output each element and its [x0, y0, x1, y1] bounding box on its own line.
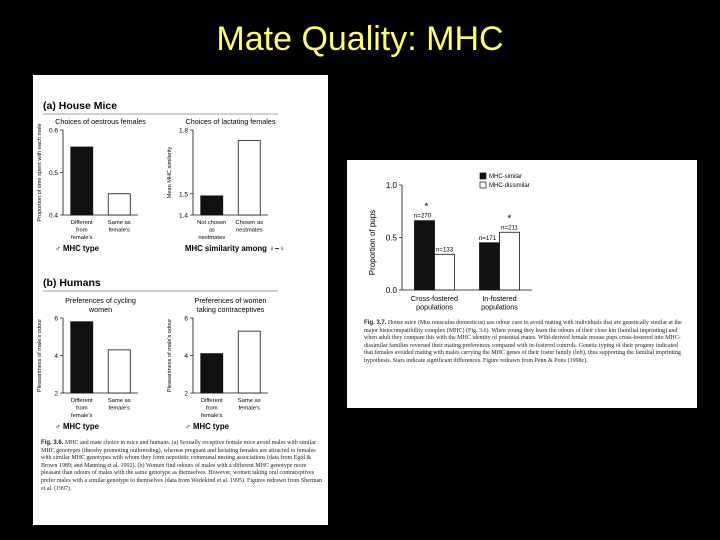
category-label: Cross-fostered [411, 294, 458, 303]
category-label: Different [201, 398, 223, 404]
y-axis-label: Pleasantness of male's odour [37, 319, 43, 392]
y-tick-label: 1.8 [179, 128, 188, 135]
category-label: Chosen as [235, 220, 263, 226]
group-label: ♂ MHC type [185, 422, 230, 431]
category-label: In-fostered [482, 294, 516, 303]
legend-label: MHC-similar [489, 174, 522, 180]
significance-star: * [508, 213, 512, 224]
chart-title: Preferences of women [195, 296, 267, 305]
legend-label: MHC-dissimilar [489, 183, 530, 189]
chart-title: women [88, 305, 112, 314]
bar-mhc-dissimilar [434, 253, 455, 291]
y-tick-label: 4 [184, 353, 188, 360]
panel-a-label: (a) House Mice [43, 100, 117, 112]
category-label: Different [71, 398, 93, 404]
y-tick-label: 2 [54, 391, 58, 398]
bar-same [107, 193, 131, 216]
y-tick-label: 0.5 [49, 170, 58, 177]
right-figure-svg: 0.0 0.5 1.0 Proportion of pups n=270 n=133 * Cr… [368, 172, 532, 312]
y-axis-label: Pleasantness of male's odour [167, 319, 173, 392]
category-label: as [209, 228, 215, 234]
category-label: from [76, 406, 88, 412]
legend-swatch [479, 181, 487, 189]
right-caption-text: House mice (Mus musculus domesticus) use… [364, 320, 682, 364]
y-tick-label: 0.6 [49, 128, 58, 135]
bar-mhc-similar [414, 220, 435, 291]
bar-different [70, 321, 94, 394]
chart-title: Choices of lactating females [186, 117, 276, 126]
category-label: Same as [108, 398, 131, 404]
category-label: from [76, 228, 88, 234]
y-tick-label: 1.4 [179, 213, 188, 220]
left-caption-text: MHC and mate choice in mice and humans. … [41, 440, 323, 492]
chart-mice-lactating: Choices of lactating females 1.4 1.5 1.8 Mea… [167, 117, 285, 253]
category-label: populations [481, 303, 518, 312]
y-tick-label: 2 [184, 391, 188, 398]
category-label: nestmates [198, 235, 225, 241]
bar-mhc-dissimilar [499, 231, 520, 291]
sample-size-label: n=270 [414, 213, 432, 220]
bar-same [237, 140, 261, 216]
category-label: Same as [238, 398, 261, 404]
sample-size-label: n=133 [436, 246, 454, 253]
right-figure-page: 0.0 0.5 1.0 Proportion of pups n=270 n=133 * Cr… [347, 160, 697, 408]
category-label: Same as [108, 220, 131, 226]
y-axis-label: Mean MHC similarity [167, 147, 173, 199]
group-label: MHC similarity among ♀–♀ [185, 244, 285, 253]
category-label: female's [239, 406, 261, 412]
y-tick-label: 1.0 [386, 181, 398, 190]
y-tick-label: 1.5 [179, 191, 188, 198]
y-tick-label: 4 [54, 353, 58, 360]
y-axis-label: Proportion of pups [368, 210, 377, 275]
y-tick-label: 0.5 [386, 234, 398, 243]
chart-mice-fostering: 0.0 0.5 1.0 Proportion of pups n=270 n=133 * Cr… [368, 172, 532, 312]
category-label: populations [416, 303, 453, 312]
category-label: female's [109, 406, 131, 412]
left-caption-label: Fig. 3.6. [41, 440, 64, 446]
right-figure-caption: Fig. 3.7. House mice (Mus musculus domes… [364, 320, 686, 366]
left-figure-page: (a) House Mice (b) Humans Choices of oes… [33, 75, 328, 525]
legend-swatch [479, 172, 487, 180]
chart-mice-oestrous: Choices of oestrous females 0.4 0.5 0.6 Prop… [37, 117, 146, 253]
sample-size-label: n=171 [479, 235, 497, 242]
bar-different [200, 353, 224, 394]
slide-title: Mate Quality: MHC [216, 20, 504, 58]
category-label: Different [71, 220, 93, 226]
category-label: Not chosen [197, 220, 226, 226]
category-label: from [206, 406, 218, 412]
group-label: ♂ MHC type [55, 422, 100, 431]
y-tick-label: 6 [184, 316, 188, 323]
bar-different [200, 195, 224, 216]
left-figure-caption: Fig. 3.6. MHC and mate choice in mice an… [41, 440, 323, 493]
chart-title: taking contraceptives [197, 305, 265, 314]
chart-title: Choices of oestrous females [55, 117, 146, 126]
panel-b-label: (b) Humans [43, 277, 101, 289]
bar-same [237, 330, 261, 394]
category-label: female's [71, 235, 93, 241]
group-label: ♂ MHC type [55, 244, 100, 253]
chart-title: Preferences of cycling [65, 296, 136, 305]
bar-different [70, 146, 94, 216]
sample-size-label: n=211 [501, 224, 518, 231]
category-label: female's [201, 413, 223, 419]
category-label: female's [71, 413, 93, 419]
bar-same [107, 349, 131, 394]
y-axis-label: Proportion of time spent with each male [37, 123, 43, 221]
significance-star: * [425, 202, 429, 213]
y-tick-label: 0.0 [386, 286, 398, 295]
bar-mhc-similar [479, 242, 500, 291]
category-label: female's [109, 228, 131, 234]
y-tick-label: 0.4 [49, 213, 58, 220]
right-caption-label: Fig. 3.7. [364, 320, 387, 326]
left-figure-svg: (a) House Mice (b) Humans Choices of oes… [37, 100, 285, 431]
y-tick-label: 6 [54, 316, 58, 323]
category-label: nestmates [236, 228, 263, 234]
